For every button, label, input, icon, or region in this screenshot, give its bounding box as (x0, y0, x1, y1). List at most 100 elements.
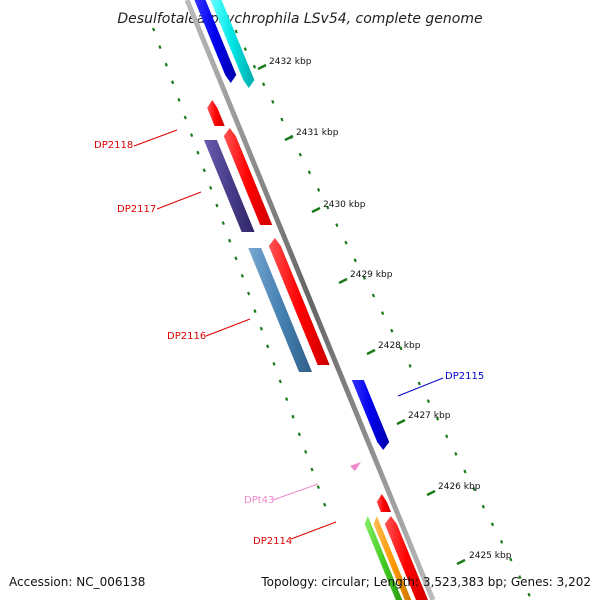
feature-layer (194, 0, 429, 600)
guide-dot (247, 291, 251, 296)
feature-blue-top (194, 0, 237, 83)
scale-dot (472, 487, 476, 492)
guide-dot (202, 168, 206, 173)
guide-dot (170, 80, 175, 85)
guide-dot (272, 361, 276, 366)
scale-dot (518, 575, 522, 580)
guide-dot (253, 309, 257, 314)
gene-label-dp2118[interactable]: DP2118 (94, 140, 133, 151)
guide-dot (189, 133, 194, 138)
scale-dot (280, 117, 284, 122)
scale-dot (362, 275, 366, 280)
guide-dot (259, 326, 263, 331)
tick-label: 2432 kbp (269, 57, 312, 67)
guide-dot (323, 502, 327, 507)
leader-line-dp2115 (397, 377, 444, 397)
scale-dot (307, 170, 312, 175)
scale-dot (298, 152, 302, 157)
scale-tick (257, 63, 267, 71)
scale-tick (396, 418, 406, 426)
gene-label-dpt43[interactable]: DPt43 (244, 495, 274, 506)
leader-line-dpt43 (272, 483, 319, 501)
scale-dot (390, 328, 394, 333)
feature-dp2116 (248, 248, 312, 372)
guide-dot (196, 150, 200, 155)
guide-dot (240, 273, 244, 278)
feature-orange-bottom (373, 516, 412, 600)
feature-dp2118 (207, 100, 225, 126)
scale-tick (426, 489, 436, 497)
tick-label: 2427 kbp (408, 411, 451, 421)
scale-tick (366, 348, 376, 356)
guide-dot (278, 379, 282, 384)
guide-dot (164, 62, 168, 67)
genome-backbone (184, 0, 436, 600)
scale-dot (490, 522, 495, 527)
feature-dpt43 (350, 462, 361, 471)
feature-dp2117 (203, 140, 255, 232)
gene-label-dp2116[interactable]: DP2116 (167, 331, 206, 342)
scale-dot (381, 311, 385, 316)
guide-dot (285, 397, 289, 402)
scale-dot (335, 223, 339, 228)
scale-dot (252, 64, 257, 69)
guide-dot (228, 238, 232, 243)
scale-dot (344, 240, 348, 245)
tick-label: 2431 kbp (296, 128, 339, 138)
scale-dot (454, 451, 458, 456)
left-guide-track (151, 27, 327, 507)
guide-dot (297, 432, 301, 437)
scale-dot (445, 434, 449, 439)
scale-dot (499, 539, 504, 544)
scale-dot (408, 363, 412, 368)
leader-line-dp2118 (133, 129, 178, 147)
feature-dp2115 (351, 380, 390, 450)
feature-red-2117 (223, 128, 273, 225)
guide-dot (304, 449, 308, 454)
gene-label-layer: DP2118 DP2117 DP2116 DP2115 DPt43 DP2114 (94, 129, 484, 547)
scale-dot (509, 557, 513, 562)
feature-cyan-top (210, 0, 255, 88)
feature-green-bottom (364, 516, 403, 600)
gene-label-dp2115[interactable]: DP2115 (445, 371, 484, 382)
gene-label-dp2114[interactable]: DP2114 (253, 536, 292, 547)
scale-dot (463, 469, 467, 474)
tick-label: 2430 kbp (323, 200, 366, 210)
scale-dot (316, 187, 321, 192)
map-title: Desulfotalea psychrophila LSv54, complet… (117, 11, 482, 27)
tick-label: 2429 kbp (350, 270, 393, 280)
scale-dot (243, 47, 247, 52)
scale-dot (353, 258, 357, 263)
scale-tick (284, 134, 294, 142)
leader-line-dp2117 (156, 191, 202, 210)
feature-red-2116 (268, 238, 330, 365)
gene-label-dp2117[interactable]: DP2117 (117, 204, 156, 215)
scale-dot (371, 293, 376, 298)
feature-dp2114 (376, 494, 392, 512)
scale-track (234, 29, 531, 597)
scale-dot (426, 399, 431, 404)
guide-dot (215, 203, 219, 208)
scale-tick (311, 206, 321, 214)
tick-label: 2426 kbp (438, 482, 481, 492)
scale-dot (326, 205, 330, 210)
scale-tick (456, 558, 466, 566)
scale-dot (417, 381, 421, 386)
guide-dot (310, 467, 314, 472)
tick-label: 2425 kbp (469, 551, 512, 561)
scale-dot (271, 99, 275, 104)
guide-dot (316, 485, 320, 490)
scale-dot (262, 82, 266, 87)
guide-dot (151, 27, 156, 32)
leader-line-dp2116 (205, 318, 251, 337)
leader-line-dp2114 (290, 521, 337, 540)
scale-tick (338, 277, 348, 285)
guide-dot (158, 45, 162, 50)
scale-dot (234, 29, 238, 34)
guide-dot (209, 185, 213, 190)
guide-dot (183, 115, 187, 120)
guide-dot (266, 344, 270, 349)
guide-dot (221, 221, 225, 226)
genome-summary-text: Topology: circular; Length: 3,523,383 bp… (260, 575, 591, 589)
